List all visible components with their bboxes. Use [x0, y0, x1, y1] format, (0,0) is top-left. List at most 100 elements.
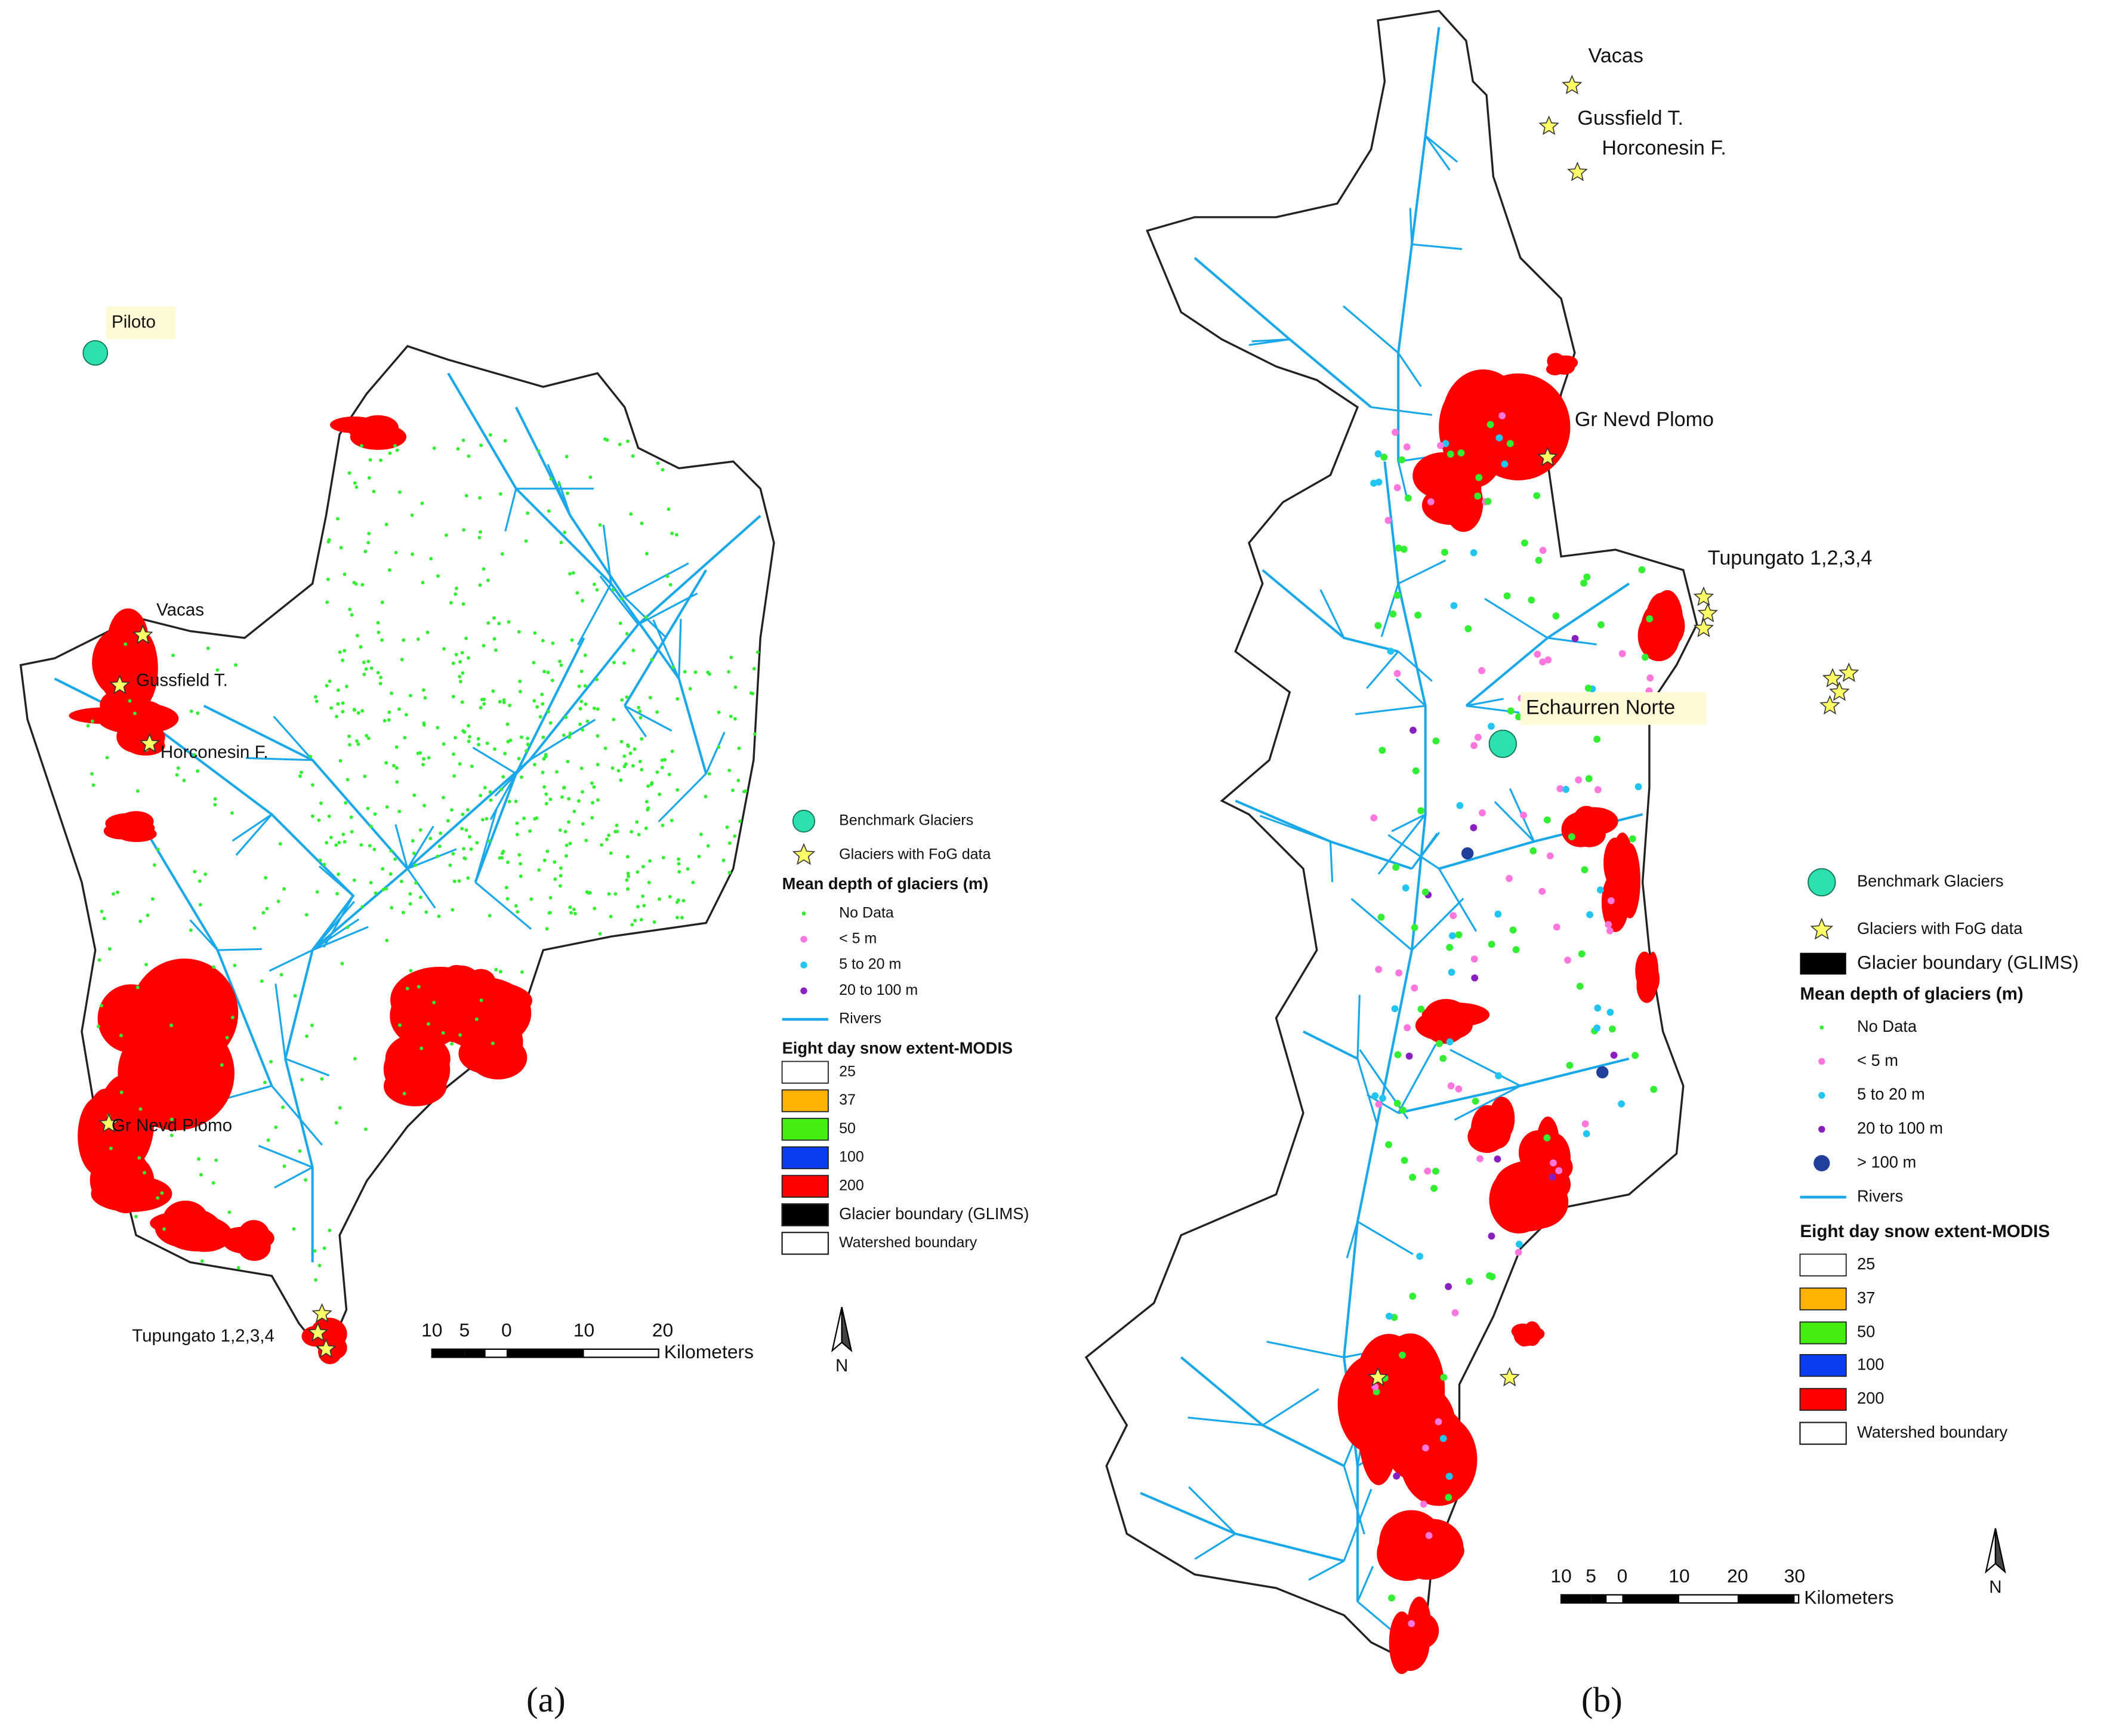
glacier-dot — [524, 539, 528, 543]
glacier-dot — [1552, 612, 1560, 620]
glacier-dot — [647, 880, 651, 884]
glacier-dot — [338, 1106, 342, 1110]
glacier-dot — [116, 890, 119, 895]
glacier-dot — [356, 711, 360, 715]
snow-patch — [442, 964, 471, 998]
snow-patch — [1515, 1324, 1533, 1347]
glacier-dot — [464, 636, 468, 640]
river — [1395, 678, 1426, 707]
glacier-dot — [1594, 786, 1602, 794]
glacier-dot — [1386, 1312, 1393, 1320]
glacier-dot — [461, 602, 465, 606]
glacier-dot — [568, 572, 572, 576]
glacier-dot — [593, 582, 597, 587]
legend-symbol — [1799, 1422, 1847, 1445]
glacier-dot — [683, 670, 687, 674]
river — [274, 1166, 313, 1189]
glacier-dot — [107, 947, 112, 951]
glacier-dot — [517, 757, 521, 761]
glacier-dot — [548, 896, 553, 900]
glacier-dot — [1498, 412, 1506, 420]
glacier-dot — [320, 1077, 324, 1081]
glacier-dot — [212, 965, 216, 969]
glacier-dot — [482, 567, 486, 571]
legend-label: Watershed boundary — [1857, 1423, 2008, 1441]
glacier-dot — [546, 710, 550, 714]
glacier-dot — [401, 911, 405, 915]
glacier-dot — [468, 735, 471, 739]
glacier-dot — [1439, 1435, 1447, 1442]
glacier-dot — [542, 757, 546, 761]
glacier-dot — [119, 1034, 123, 1038]
snow-patch — [1636, 968, 1657, 1003]
glacier-dot — [558, 884, 562, 888]
scale-label: 20 — [1727, 1565, 1748, 1586]
panel-caption: (a) — [526, 1680, 566, 1719]
north-arrow — [1994, 1528, 2006, 1574]
glacier-dot — [1515, 1241, 1523, 1248]
glacier-dot — [451, 852, 455, 856]
glacier-dot — [688, 687, 692, 691]
glacier-dot — [451, 908, 455, 912]
glacier-dot — [1544, 656, 1552, 664]
glacier-dot — [609, 914, 613, 918]
glacier-dot — [676, 788, 680, 792]
glacier-dot — [588, 890, 592, 895]
glacier-dot — [517, 630, 521, 634]
glacier-dot — [1408, 1620, 1415, 1627]
glacier-dot — [1393, 484, 1401, 492]
river — [547, 464, 572, 516]
glacier-dot — [631, 764, 635, 768]
glacier-dot — [1441, 548, 1448, 556]
glacier-dot — [206, 646, 210, 650]
glacier-dot — [1533, 492, 1541, 499]
glacier-dot — [338, 758, 343, 763]
snow-patch — [1553, 355, 1571, 374]
glacier-dot — [344, 801, 348, 805]
glacier-dot — [733, 717, 737, 721]
glacier-dot — [503, 439, 507, 443]
river — [1356, 995, 1361, 1059]
glacier-dot — [1576, 982, 1584, 990]
glacier-dot — [260, 979, 264, 983]
river — [1397, 461, 1408, 498]
glacier-dot — [1399, 1351, 1406, 1359]
glacier-dot — [497, 621, 501, 625]
snow-patch — [1603, 837, 1627, 889]
glacier-dot — [211, 1181, 215, 1185]
glacier-dot — [507, 800, 511, 804]
glacier-dot — [622, 661, 627, 665]
glacier-dot — [414, 881, 418, 885]
legend-symbol — [1810, 917, 1834, 940]
glacier-dot — [409, 969, 413, 973]
glacier-dot — [1546, 852, 1554, 860]
glacier-dot — [1646, 615, 1654, 622]
legend-symbol — [800, 987, 807, 995]
glacier-dot — [97, 1024, 100, 1028]
glacier-dot — [1461, 847, 1474, 860]
glacier-dot — [1391, 1005, 1399, 1013]
glacier-dot — [390, 691, 393, 695]
glacier-dot — [641, 894, 645, 898]
glacier-dot — [548, 797, 553, 801]
glacier-dot — [1455, 931, 1463, 939]
glacier-dot — [704, 794, 708, 798]
glacier-dot — [448, 863, 452, 867]
glacier-dot — [581, 599, 584, 603]
glacier-dot — [480, 698, 484, 702]
glacier-dot — [677, 857, 681, 861]
glacier-dot — [609, 851, 613, 855]
river — [1262, 1388, 1319, 1426]
glacier-dot — [132, 711, 137, 716]
glacier-dot — [1479, 809, 1486, 817]
legend-symbol — [1800, 952, 1846, 975]
legend-symbol — [1818, 1057, 1825, 1065]
glacier-dot — [1646, 674, 1654, 682]
glacier-dot — [454, 592, 458, 596]
river — [1397, 1043, 1437, 1114]
glacier-dot — [638, 710, 642, 713]
glacier-dot — [328, 1228, 332, 1232]
river — [474, 809, 498, 883]
glacier-dot — [397, 707, 401, 711]
glacier-dot — [322, 1246, 326, 1250]
